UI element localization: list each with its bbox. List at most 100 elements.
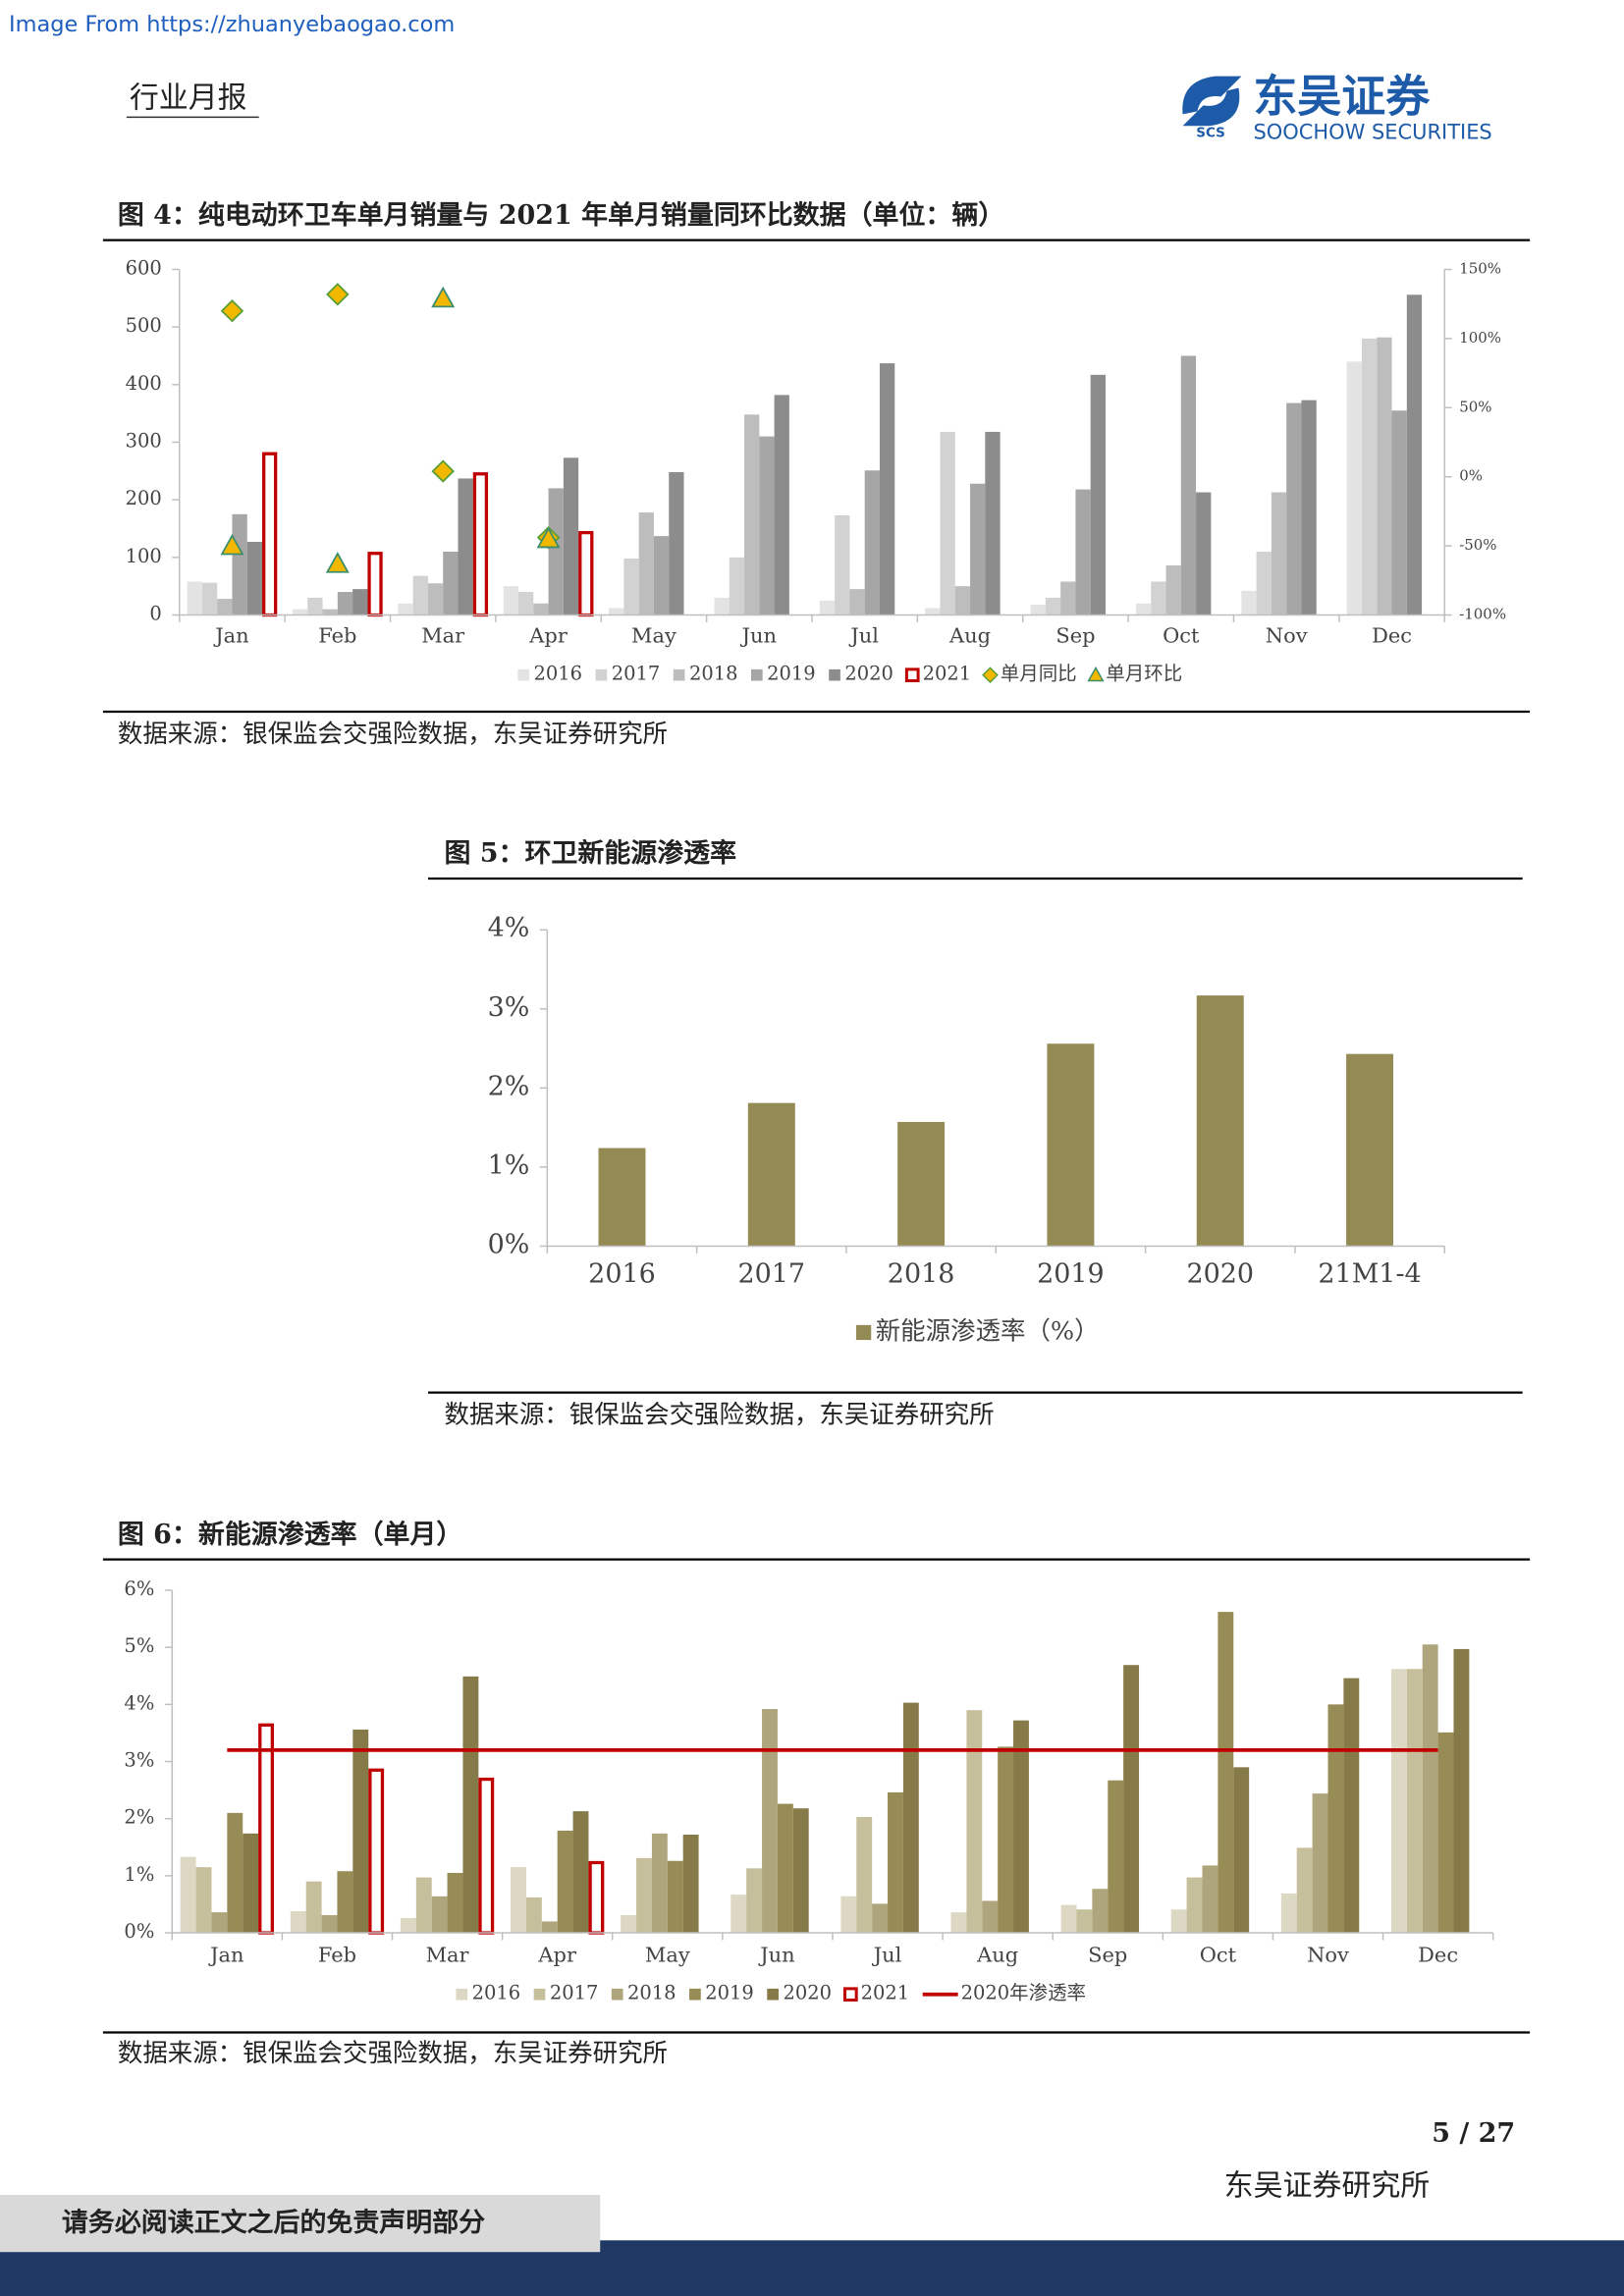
bar: [262, 452, 278, 617]
x-tick-label: Jan: [213, 623, 248, 647]
x-tick-label: 2017: [738, 1258, 806, 1289]
bar: [950, 1912, 967, 1934]
x-tick-label: Feb: [318, 623, 356, 647]
bar: [864, 470, 880, 615]
x-tick-label: Apr: [528, 623, 568, 647]
bar: [1060, 1904, 1077, 1934]
bar: [1196, 492, 1212, 615]
legend-swatch: [842, 1987, 858, 2002]
y-tick-label: 100: [126, 545, 162, 567]
bar: [1202, 1865, 1218, 1934]
bar: [849, 589, 865, 615]
x-tick-label: Jul: [872, 1943, 902, 1966]
bar: [1218, 1612, 1234, 1934]
bar: [819, 600, 836, 615]
bar: [1013, 1720, 1029, 1934]
figure-source: 数据来源：银保监会交强险数据，东吴证券研究所: [444, 1400, 994, 1429]
legend-swatch: [517, 668, 530, 681]
legend-swatch: [673, 668, 685, 681]
bar: [541, 1921, 558, 1934]
bar: [729, 557, 745, 615]
bar: [307, 597, 323, 615]
legend-label: 2016: [534, 663, 583, 685]
y-tick-label: 600: [126, 257, 162, 280]
y-tick-label: 1%: [124, 1863, 154, 1886]
bar: [518, 592, 534, 615]
bar: [840, 1896, 857, 1934]
legend-swatch: [829, 668, 840, 681]
bar: [966, 1710, 983, 1934]
legend-label: 2021: [923, 663, 972, 685]
bar: [1286, 402, 1302, 615]
bar: [1180, 355, 1197, 615]
marker-triangle: [325, 552, 350, 573]
logo-shape: [1182, 87, 1240, 127]
y-tick-label: 3%: [124, 1749, 154, 1772]
marker-triangle: [220, 533, 244, 556]
bar: [774, 395, 789, 615]
bar: [1280, 1893, 1297, 1934]
legend-label: 新能源渗透率（%）: [876, 1315, 1100, 1345]
x-tick-label: Nov: [1266, 623, 1308, 647]
marker-diamond: [326, 283, 350, 306]
y-tick-label: 4%: [488, 913, 530, 943]
bar: [1135, 603, 1152, 615]
bar: [337, 592, 353, 615]
bar: [337, 1871, 353, 1934]
bar: [714, 597, 730, 615]
bar: [731, 1895, 747, 1934]
bar: [651, 1833, 668, 1934]
x-tick-label: Oct: [1163, 623, 1200, 647]
y-tick-label: 500: [126, 314, 162, 337]
legend-swatch: [1087, 666, 1105, 682]
bar: [1030, 604, 1046, 615]
y-tick-label: 1%: [488, 1150, 530, 1181]
bar: [415, 1877, 432, 1934]
x-tick-label: Apr: [537, 1943, 576, 1966]
bar: [1241, 590, 1257, 615]
bar: [368, 1768, 385, 1935]
bar: [232, 513, 247, 615]
logo-mark: SCS: [1196, 127, 1225, 141]
bar: [1123, 1665, 1140, 1934]
bar: [258, 1723, 274, 1935]
bar: [290, 1910, 306, 1934]
disclaimer-box: [0, 2195, 601, 2253]
y-tick-label: 0: [149, 603, 161, 625]
legend-label: 2018: [627, 1982, 677, 2004]
legend-label: 2020年渗透率: [961, 1982, 1086, 2004]
bar: [1296, 1847, 1313, 1934]
legend-label: 2019: [767, 663, 816, 685]
bar: [1151, 581, 1166, 615]
bar: [427, 583, 444, 615]
bar: [902, 1702, 919, 1934]
bar: [367, 552, 383, 617]
x-tick-label: 2020: [1186, 1258, 1254, 1289]
legend-label: 2017: [550, 1982, 599, 2004]
x-tick-label: Dec: [1372, 623, 1412, 647]
bar: [835, 515, 850, 615]
bar: [1047, 1043, 1095, 1247]
x-tick-label: Dec: [1418, 1943, 1458, 1966]
bar: [762, 1709, 778, 1934]
figure-title: 图 4：纯电动环卫车单月销量与 2021 年单月销量同环比数据（单位：辆）: [118, 199, 1004, 231]
page-number: 5 / 27: [1432, 2118, 1515, 2149]
bar: [1165, 565, 1181, 615]
bar: [1327, 1704, 1344, 1934]
x-tick-label: Mar: [426, 1943, 469, 1966]
legend-label: 2016: [472, 1982, 521, 2004]
bar: [954, 586, 971, 615]
bar: [1170, 1909, 1187, 1934]
y2-tick-label: -50%: [1459, 536, 1496, 554]
bar: [1453, 1648, 1470, 1934]
y-tick-label: 5%: [124, 1634, 154, 1657]
bar: [1271, 492, 1287, 615]
y-tick-label: 2%: [488, 1071, 530, 1101]
legend-swatch: [595, 668, 608, 681]
bar: [888, 1791, 903, 1934]
bar: [925, 608, 941, 615]
figure-source: 数据来源：银保监会交强险数据，东吴证券研究所: [118, 719, 668, 748]
legend-swatch: [904, 667, 920, 682]
bar: [352, 1729, 369, 1934]
